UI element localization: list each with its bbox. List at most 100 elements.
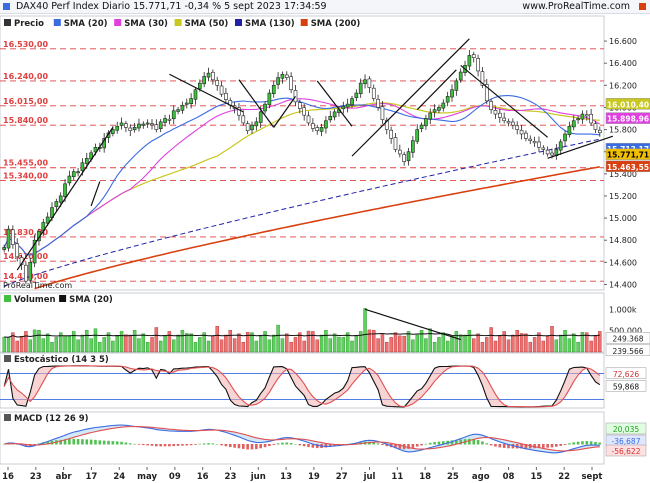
x-axis-label: 16 <box>197 472 209 482</box>
candle-body <box>515 125 520 130</box>
volume-bar <box>115 335 119 353</box>
volume-bar <box>572 333 576 353</box>
candle-body <box>254 121 259 127</box>
macd-histogram-bar <box>2 444 6 445</box>
macd-histogram-bar <box>172 444 176 447</box>
candle-body <box>537 141 541 148</box>
trendline <box>547 135 614 159</box>
price-legend-label: Precio <box>14 19 44 29</box>
watermark-text: ProRealTime.com <box>3 281 72 290</box>
volume-bar <box>224 334 228 353</box>
volume-bar <box>454 331 459 353</box>
macd-value-label: -36,687 <box>612 437 641 446</box>
x-axis-label: 23 <box>30 472 42 482</box>
candle-body <box>424 118 428 127</box>
macd-histogram-bar <box>307 444 310 448</box>
macd-histogram-bar <box>150 444 154 446</box>
trendline <box>351 38 470 157</box>
volume-bar <box>341 337 346 353</box>
macd-histogram-bar <box>285 442 289 445</box>
macd-histogram-bar <box>568 443 571 445</box>
price-level-label: 14.830,00 <box>3 228 48 237</box>
x-axis-label: may <box>137 472 157 482</box>
candle-body <box>584 114 589 117</box>
sma200-line <box>34 166 600 290</box>
macd-histogram-bar <box>333 444 336 447</box>
volume-bar <box>345 332 350 353</box>
x-axis-label: 16 <box>2 472 14 482</box>
candle-body <box>145 122 150 125</box>
candle-body <box>111 129 115 134</box>
volume-bar <box>228 330 232 353</box>
candle-body <box>589 114 593 124</box>
volume-bar <box>280 338 285 353</box>
legend-swatch <box>300 19 308 26</box>
volume-bar <box>50 341 54 353</box>
candle-body <box>6 228 11 249</box>
volume-bar <box>15 340 19 353</box>
candle-body <box>415 129 420 142</box>
volume-bar <box>289 341 293 353</box>
candle-body <box>511 121 515 126</box>
volume-bar <box>489 327 493 353</box>
volume-bar <box>250 332 254 353</box>
volume-bar <box>432 341 437 353</box>
volume-bar <box>593 335 598 353</box>
macd-histogram-bar <box>481 441 484 445</box>
candle-body <box>115 125 120 131</box>
volume-bar <box>93 328 98 353</box>
macd-histogram-bar <box>102 440 106 445</box>
candle-body <box>550 152 554 156</box>
volume-bar <box>424 338 428 353</box>
candle-body <box>289 76 293 91</box>
macd-histogram-bar <box>128 443 132 445</box>
candle-body <box>219 85 224 95</box>
volume-bar <box>106 332 111 353</box>
volume-bar <box>485 337 489 353</box>
volume-bar <box>472 338 476 353</box>
macd-histogram-bar <box>494 444 497 447</box>
candle-body <box>437 107 441 111</box>
volume-bar <box>267 339 272 353</box>
site-url[interactable]: www.ProRealTime.com <box>522 1 630 12</box>
volume-bar <box>89 338 93 353</box>
candle-body <box>58 195 63 203</box>
candle-body <box>28 262 33 281</box>
volume-bar <box>54 337 59 353</box>
candle-body <box>45 216 50 224</box>
volume-bar <box>324 330 328 353</box>
macd-histogram-bar <box>250 444 254 450</box>
macd-histogram-bar <box>598 442 602 445</box>
volume-bar <box>6 337 11 353</box>
candle-body <box>198 82 202 90</box>
volume-bar <box>32 329 37 353</box>
price-value-label: 15.463,55 <box>607 163 649 172</box>
volume-legend-label: Volumen <box>14 295 56 305</box>
legend-swatch <box>4 19 11 26</box>
macd-histogram-bar <box>394 444 397 449</box>
volume-bar <box>398 335 402 353</box>
macd-histogram-bar <box>124 442 128 445</box>
volume-value-label: 249.368 <box>612 334 643 343</box>
volume-bar <box>415 334 419 353</box>
macd-value-badge <box>605 444 647 457</box>
macd-histogram-bar <box>459 439 462 445</box>
volume-bar <box>145 341 150 353</box>
candle-body <box>393 137 398 150</box>
trendline <box>90 181 101 207</box>
volume-bar <box>167 331 172 353</box>
macd-histogram-bar <box>185 444 189 446</box>
volume-bar <box>154 327 159 353</box>
macd-histogram-bar <box>224 444 228 447</box>
candle-body <box>571 120 576 128</box>
candle-body <box>184 102 189 105</box>
candle-body <box>302 107 306 116</box>
volume-bar <box>589 340 593 353</box>
expand-icon[interactable] <box>3 3 10 10</box>
candle-body <box>450 89 454 98</box>
volume-bar <box>498 335 502 353</box>
volume-bar <box>419 330 424 353</box>
volume-bar <box>380 333 385 353</box>
close-icon[interactable] <box>639 3 646 10</box>
volume-bar <box>389 337 393 353</box>
